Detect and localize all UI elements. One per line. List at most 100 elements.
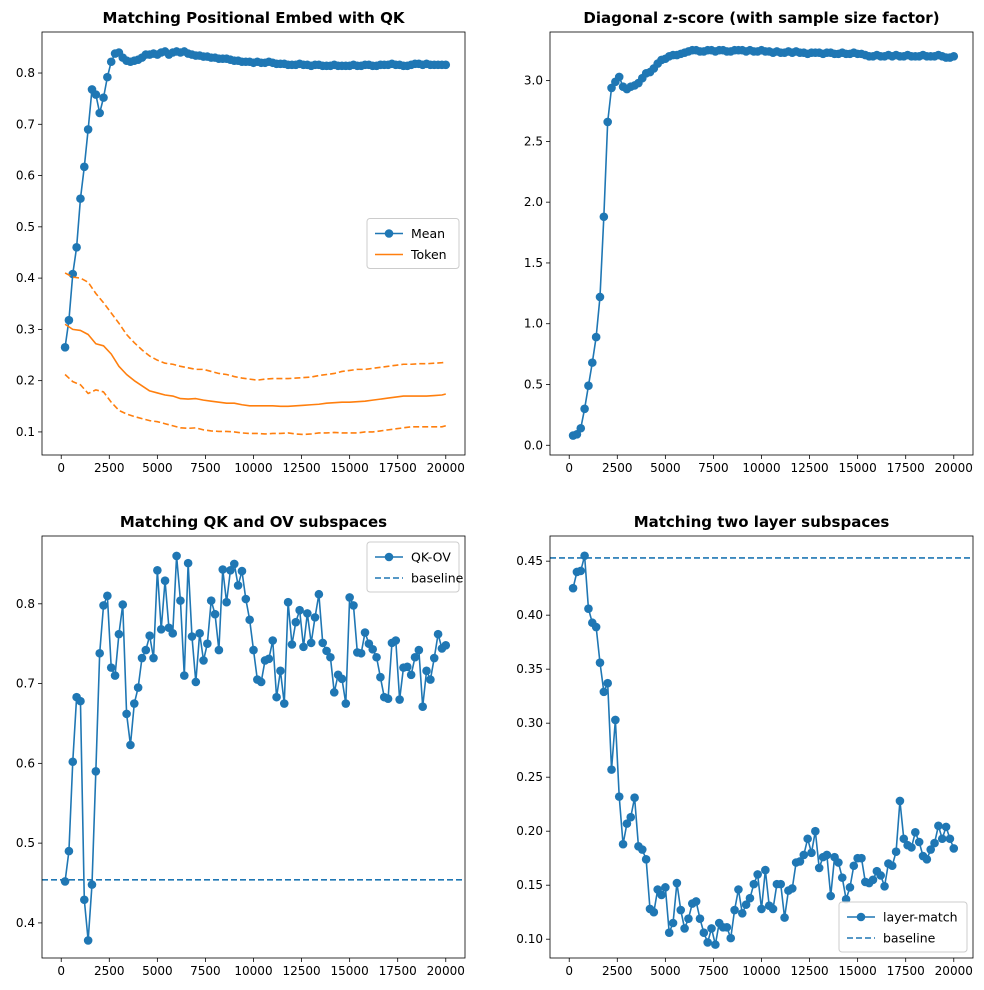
data-point — [599, 687, 609, 697]
legend-label: QK-OV — [411, 550, 451, 565]
y-tick-label: 0.6 — [16, 169, 35, 183]
data-point — [707, 924, 716, 933]
legend-label: baseline — [411, 571, 464, 586]
y-axis: 0.10 0.15 0.20 0.25 0.30 0.35 0.40 0.45 — [516, 554, 550, 946]
data-point — [306, 638, 316, 648]
x-tick-label: 20000 — [935, 964, 973, 978]
data-point — [103, 591, 112, 601]
data-point — [141, 645, 151, 655]
y-tick-label: 0.40 — [516, 608, 543, 622]
data-point — [761, 865, 770, 875]
x-tick-label: 10000 — [742, 964, 780, 978]
data-point — [129, 699, 139, 708]
data-point — [64, 315, 74, 325]
data-point — [64, 846, 74, 856]
plot-area: 0 2500 5000 7500 10000 12500 15000 17500 20000 0.… — [16, 31, 466, 475]
data-point — [703, 938, 712, 947]
data-point — [745, 893, 755, 903]
x-tick-label: 5000 — [650, 461, 681, 475]
data-point — [237, 566, 247, 576]
data-point — [849, 861, 859, 871]
data-point — [668, 918, 678, 928]
data-point — [199, 656, 208, 665]
y-axis: 0.1 0.2 0.3 0.4 0.5 0.6 0.7 0.8 — [16, 66, 42, 439]
data-point — [268, 636, 278, 645]
x-tick-label: 2500 — [94, 964, 125, 978]
y-tick-label: 0.4 — [16, 271, 35, 285]
subplot-top-left: Matching Positional Embed with QK 0 2500 5… — [16, 9, 466, 475]
x-tick-label: 7500 — [698, 964, 729, 978]
data-point — [753, 870, 762, 879]
data-point — [179, 671, 189, 680]
data-point — [283, 597, 293, 607]
data-point — [730, 905, 739, 915]
data-point — [76, 696, 85, 706]
data-point — [799, 850, 809, 860]
plot-area: 0 2500 5000 7500 10000 12500 15000 17500 20000 0.… — [16, 535, 466, 978]
data-point — [410, 652, 420, 662]
data-point — [187, 632, 197, 641]
subplot-top-right: Diagonal z-score (with sample size facto… — [524, 9, 974, 475]
data-point — [249, 645, 258, 655]
data-point — [91, 767, 101, 776]
legend-swatch-marker — [856, 912, 866, 922]
x-tick-label: 5000 — [650, 964, 681, 978]
legend-label: layer-match — [883, 910, 958, 925]
data-point — [803, 834, 812, 844]
y-tick-label: 0.30 — [516, 716, 543, 730]
y-tick-label: 0.25 — [516, 770, 543, 784]
data-point — [318, 638, 328, 648]
x-tick-label: 20000 — [427, 461, 465, 475]
data-point — [156, 625, 166, 634]
data-point — [680, 924, 689, 933]
y-tick-label: 2.5 — [524, 134, 543, 148]
x-tick-label: 12500 — [282, 461, 320, 475]
data-point — [576, 423, 586, 433]
data-point — [222, 597, 231, 607]
x-tick-label: 17500 — [887, 964, 925, 978]
y-tick-label: 0.7 — [16, 677, 35, 691]
x-tick-label: 17500 — [887, 461, 925, 475]
x-axis: 0 2500 5000 7500 10000 12500 15000 17500 20000 — [565, 958, 973, 978]
data-point — [122, 709, 131, 719]
data-point — [684, 914, 693, 923]
y-tick-label: 0.20 — [516, 824, 543, 838]
x-tick-label: 0 — [57, 461, 65, 475]
x-tick-label: 12500 — [282, 964, 320, 978]
y-tick-label: 0.5 — [524, 378, 543, 392]
data-point — [391, 636, 401, 645]
data-point — [264, 654, 274, 664]
data-point — [734, 885, 743, 894]
x-tick-label: 20000 — [427, 964, 465, 978]
data-point — [256, 677, 266, 687]
data-point — [584, 381, 593, 391]
legend-label: Mean — [411, 226, 445, 241]
data-point — [618, 839, 628, 849]
data-point — [811, 826, 820, 836]
data-point — [595, 292, 605, 302]
data-point — [584, 604, 593, 613]
data-point — [133, 683, 143, 692]
data-point — [426, 675, 435, 684]
data-point — [691, 897, 701, 906]
data-point — [68, 269, 78, 279]
series-group — [568, 45, 959, 440]
y-tick-label: 0.5 — [16, 836, 35, 850]
data-point — [841, 894, 851, 904]
data-point — [441, 640, 451, 650]
data-point — [191, 677, 201, 687]
data-point — [183, 558, 193, 568]
data-point — [876, 871, 886, 880]
data-point — [588, 358, 597, 367]
x-axis: 0 2500 5000 7500 10000 12500 15000 17500 20000 — [57, 455, 465, 475]
data-point — [807, 848, 816, 858]
data-point — [241, 594, 251, 604]
data-point — [649, 907, 659, 917]
data-point — [930, 838, 939, 848]
subplot-bottom-right: Matching two layer subspaces 0 2500 5000 75… — [516, 513, 974, 978]
data-point — [114, 629, 124, 639]
data-point — [95, 648, 104, 658]
data-point — [99, 601, 108, 610]
data-point — [780, 913, 789, 922]
y-tick-label: 0.6 — [16, 756, 35, 770]
